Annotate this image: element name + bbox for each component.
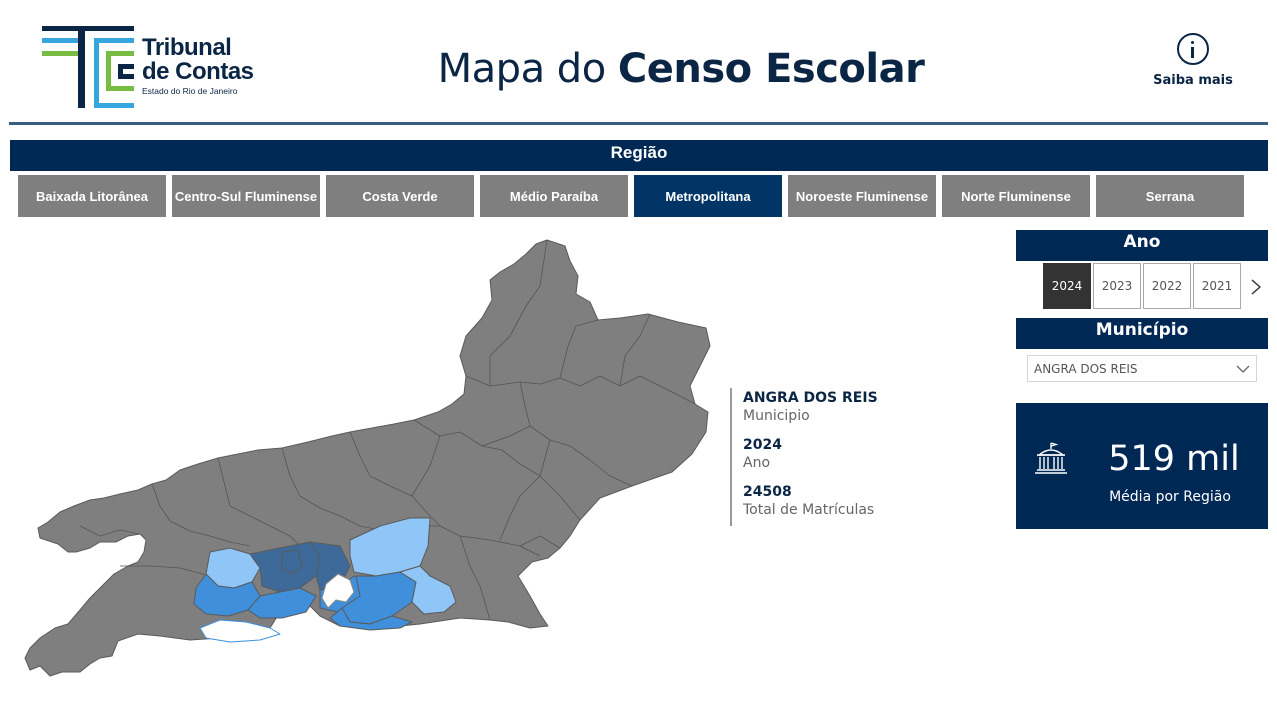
municipio-header: Município (1016, 318, 1268, 349)
region-title: Região (10, 140, 1268, 171)
page-title: Mapa do Censo Escolar (0, 46, 1277, 92)
region-tab-serrana[interactable]: Serrana (1096, 175, 1244, 217)
year-slicer: 2024 2023 2022 2021 (1043, 263, 1243, 309)
tooltip-total-label: Total de Matrículas (743, 502, 875, 518)
region-tab-noroeste-fluminense[interactable]: Noroeste Fluminense (788, 175, 936, 217)
map-border-2 (519, 381, 633, 487)
map-guanabara-bay (321, 573, 355, 609)
map-border-16 (459, 535, 491, 621)
kpi-card: 519 mil Média por Região (1016, 403, 1268, 529)
map-border-17 (519, 535, 561, 549)
header-divider (9, 122, 1268, 125)
page-title-light: Mapa do (437, 46, 607, 92)
saiba-mais-label: Saiba mais (1153, 73, 1233, 88)
tooltip-total-value: 24508 (743, 484, 792, 500)
map-border-3 (559, 319, 599, 379)
map-border-1 (465, 375, 696, 405)
kpi-value: 519 mil (1108, 439, 1240, 479)
map-border-6 (413, 419, 581, 521)
kpi-label: Média por Região (1109, 489, 1231, 505)
map-border-12 (217, 457, 301, 547)
map-border-10 (411, 435, 441, 497)
chevron-down-icon[interactable] (1236, 362, 1250, 376)
map-sepetiba-bay (199, 619, 281, 643)
municipio-dropdown[interactable]: ANGRA DOS REIS (1027, 355, 1257, 382)
tooltip-municipio-label: Municipio (743, 408, 810, 424)
logo-line-2: de Contas (142, 58, 254, 85)
tce-logo (42, 26, 134, 108)
region-tab-norte-fluminense[interactable]: Norte Fluminense (942, 175, 1090, 217)
logo-line-1: Tribunal (142, 34, 232, 61)
year-button-2024[interactable]: 2024 (1043, 263, 1091, 309)
map-border-7 (481, 425, 531, 447)
map-border-13 (151, 483, 251, 547)
map-metro-light-east[interactable] (399, 565, 457, 615)
region-tab-baixada-litoranea[interactable]: Baixada Litorânea (18, 175, 166, 217)
map-tooltip: ANGRA DOS REIS Municipio 2024 Ano 24508 … (730, 388, 930, 526)
logo-subtitle: Estado do Rio de Janeiro (142, 86, 238, 96)
saiba-mais-button[interactable]: Saiba mais (1150, 33, 1236, 88)
year-button-2023[interactable]: 2023 (1093, 263, 1141, 309)
map-border-8 (539, 439, 551, 477)
building-icon (1035, 442, 1067, 474)
map-border-14 (79, 525, 141, 537)
map-border-15 (499, 475, 541, 541)
tooltip-ano-label: Ano (743, 455, 771, 471)
map-border-9 (349, 431, 441, 527)
map-border-18 (120, 565, 211, 577)
map-metro-dark-3[interactable] (281, 549, 303, 575)
year-button-2022[interactable]: 2022 (1143, 263, 1191, 309)
tooltip-municipio-value: ANGRA DOS REIS (743, 390, 878, 406)
info-circle-icon[interactable] (1177, 33, 1209, 65)
map-border-5 (619, 313, 651, 387)
tooltip-ano-value: 2024 (743, 437, 782, 453)
region-tab-costa-verde[interactable]: Costa Verde (326, 175, 474, 217)
region-tab-centro-sul-fluminense[interactable]: Centro-Sul Fluminense (172, 175, 320, 217)
map-border-4 (489, 239, 548, 386)
region-tab-metropolitana[interactable]: Metropolitana (634, 175, 782, 217)
map-state-outline (24, 239, 711, 677)
map-metro-mid-south[interactable] (329, 607, 413, 631)
logo-text: Tribunal de Contas Estado do Rio de Jane… (142, 36, 254, 97)
chevron-right-icon[interactable] (1249, 278, 1263, 296)
municipio-dropdown-value: ANGRA DOS REIS (1034, 362, 1138, 376)
year-button-2021[interactable]: 2021 (1193, 263, 1241, 309)
region-tabs: Baixada Litorânea Centro-Sul Fluminense … (18, 175, 1250, 217)
page-title-bold: Censo Escolar (617, 46, 925, 92)
region-tab-medio-paraiba[interactable]: Médio Paraíba (480, 175, 628, 217)
state-map[interactable] (20, 236, 720, 706)
map-metro-mid-2[interactable] (247, 587, 317, 619)
ano-header: Ano (1016, 230, 1268, 261)
